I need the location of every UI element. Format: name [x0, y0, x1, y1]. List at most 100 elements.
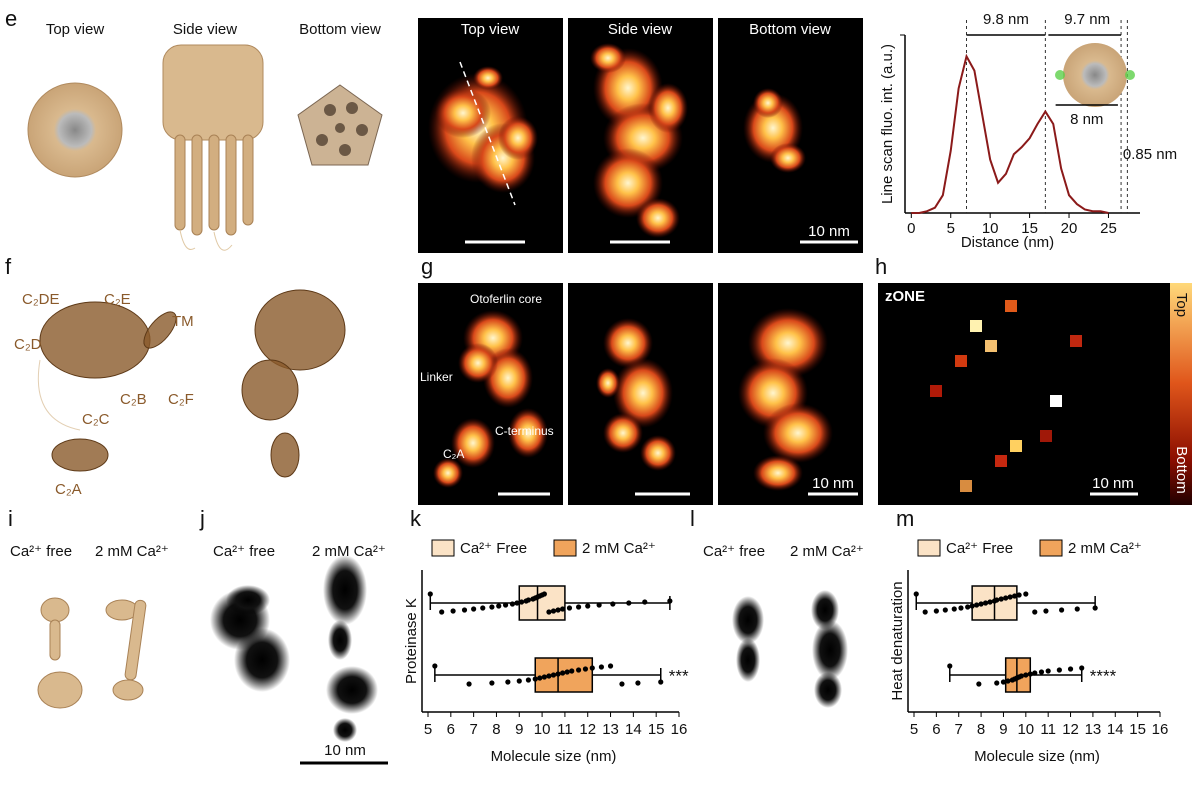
- data-point: [1067, 666, 1074, 672]
- signal: [1005, 300, 1017, 312]
- condition: 2 mM Ca²⁺: [312, 543, 386, 560]
- signal: [593, 148, 663, 218]
- data-point: [998, 596, 1004, 602]
- signal: [640, 435, 676, 471]
- data-point: [427, 591, 433, 597]
- data-point: [987, 599, 993, 605]
- signal: [1040, 430, 1052, 442]
- x-axis-label: Molecule size (nm): [974, 748, 1100, 765]
- data-point: [1038, 669, 1045, 675]
- x-tick-label: 10: [534, 721, 551, 738]
- signal: [814, 672, 842, 708]
- domain-label: C₂A: [55, 481, 82, 498]
- data-point: [1018, 673, 1024, 679]
- signal: [590, 43, 626, 73]
- data-point: [1074, 606, 1080, 612]
- signal: [326, 666, 378, 714]
- signal: [458, 343, 498, 383]
- signal: [508, 408, 548, 458]
- data-point: [541, 591, 547, 597]
- panel-label: g: [421, 254, 433, 279]
- x-tick-label: 10: [982, 220, 999, 237]
- data-point: [489, 604, 495, 610]
- data-point: [947, 663, 953, 669]
- view-title: Top view: [461, 21, 520, 38]
- x-tick-label: 14: [1107, 721, 1124, 738]
- legend-label: 2 mM Ca²⁺: [1068, 540, 1142, 557]
- panel-label: l: [690, 506, 695, 531]
- structure: [27, 44, 383, 251]
- condition: Ca²⁺ free: [703, 543, 765, 560]
- data-point: [546, 673, 552, 679]
- x-tick-label: 8: [492, 721, 500, 738]
- signal: [451, 418, 495, 468]
- legend-swatch: [553, 539, 577, 557]
- data-point: [642, 599, 648, 605]
- annotation: Otoferlin core: [470, 292, 542, 306]
- view-title: Bottom view: [749, 21, 831, 38]
- signal: [328, 620, 352, 660]
- x-axis-label: Distance (nm): [961, 234, 1054, 251]
- x-tick-label: 25: [1100, 220, 1117, 237]
- colorbar-label: Bottom: [1173, 446, 1190, 494]
- x-tick-label: 8: [977, 721, 985, 738]
- view-title: Side view: [173, 21, 237, 38]
- condition: Ca²⁺ free: [10, 543, 72, 560]
- data-point: [560, 670, 566, 676]
- data-point: [480, 605, 486, 611]
- x-tick-label: 6: [932, 721, 940, 738]
- signal: [985, 340, 997, 352]
- data-point: [978, 601, 984, 607]
- data-point: [994, 680, 1000, 686]
- data-point: [965, 604, 971, 610]
- data-point: [982, 600, 989, 606]
- data-point: [969, 603, 975, 609]
- x-tick-label: 12: [579, 721, 596, 738]
- signal: [1010, 440, 1022, 452]
- annotation: 8 nm: [1070, 111, 1103, 128]
- scale-label: 10 nm: [812, 475, 854, 492]
- data-point: [496, 603, 502, 609]
- signal: [770, 143, 806, 173]
- marker: [1125, 70, 1135, 80]
- annotation: 9.7 nm: [1064, 11, 1110, 28]
- colorbar-label: Top: [1173, 293, 1190, 317]
- data-point: [546, 609, 552, 615]
- x-tick-label: 14: [625, 721, 642, 738]
- data-point: [525, 597, 532, 603]
- domain-label: C₂C: [82, 411, 110, 428]
- data-point: [619, 681, 625, 687]
- data-point: [525, 677, 532, 683]
- panel-label: i: [8, 506, 13, 531]
- x-tick-label: 9: [515, 721, 523, 738]
- condition: 2 mM Ca²⁺: [95, 543, 169, 560]
- signal: [603, 318, 653, 368]
- x-tick-label: 5: [947, 220, 955, 237]
- x-tick-label: 16: [671, 721, 688, 738]
- panel-label: j: [199, 506, 205, 531]
- data-point: [1045, 668, 1051, 674]
- data-point: [598, 664, 605, 670]
- data-point: [514, 600, 520, 606]
- domain-label: C₂D: [14, 336, 42, 353]
- view-title: Side view: [608, 21, 672, 38]
- annotation: Linker: [420, 370, 453, 384]
- inset-structure: [1063, 43, 1127, 107]
- data-point: [532, 676, 538, 682]
- domain-label: C₂B: [120, 391, 147, 408]
- x-tick-label: 11: [1040, 721, 1056, 738]
- legend-swatch: [431, 539, 455, 557]
- data-point: [576, 604, 582, 610]
- x-tick-label: 15: [1129, 721, 1146, 738]
- signal: [435, 88, 491, 138]
- x-tick-label: 13: [1085, 721, 1102, 738]
- data-point: [550, 672, 557, 678]
- data-point: [976, 681, 982, 687]
- colorbar: [1170, 283, 1192, 505]
- data-point: [1092, 605, 1098, 611]
- data-point: [1027, 671, 1033, 677]
- scale-label: 10 nm: [808, 223, 850, 240]
- data-point: [518, 599, 525, 605]
